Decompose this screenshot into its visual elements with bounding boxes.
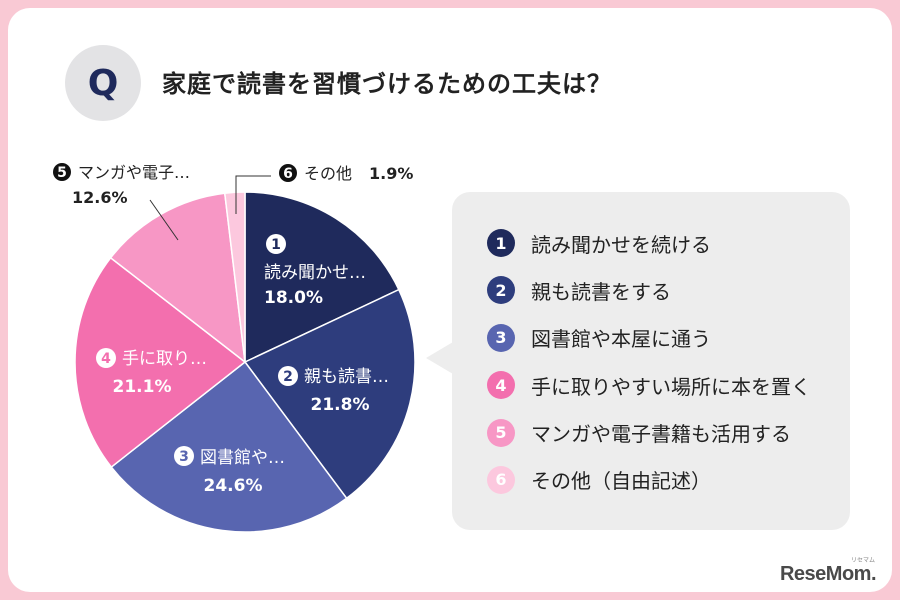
legend-item: 5 マンガや電子書籍も活用する: [487, 418, 811, 448]
legend-label: その他（自由記述）: [531, 469, 711, 494]
legend-item: 4 手に取りやすい場所に本を置く: [487, 370, 811, 400]
legend-label: 図書館や本屋に通う: [531, 327, 711, 352]
slice-label: 親も読書…: [304, 367, 389, 387]
svg-text:6: 6: [283, 166, 293, 182]
svg-text:4: 4: [101, 351, 111, 367]
svg-text:2: 2: [283, 369, 293, 385]
leader-line: [235, 175, 271, 214]
pie-slice-4: [74, 256, 247, 469]
slice-number-badge: 3: [174, 446, 194, 466]
slice-number-badge: 1: [266, 234, 286, 254]
slice-value: 21.8%: [311, 395, 370, 415]
legend-label: 手に取りやすい場所に本を置く: [531, 374, 811, 399]
svg-text:5: 5: [57, 165, 67, 181]
legend-list: 1 読み聞かせを続ける 2 親も読書をする 3 図書館や本屋に通う 4 手に取り…: [487, 228, 811, 512]
slice-value: 18.0%: [264, 288, 323, 308]
legend-item: 3 図書館や本屋に通う: [487, 323, 811, 353]
slice-value: 12.6%: [72, 188, 128, 207]
question-badge-letter: Q: [87, 62, 119, 104]
pie-slice-6: [223, 191, 246, 363]
slice-label: その他: [304, 164, 352, 183]
legend-label: 読み聞かせを続ける: [531, 232, 711, 257]
pie-slice-1: [244, 191, 400, 364]
slice-number-badge: 4: [96, 348, 116, 368]
slice-number-badge: 2: [278, 366, 298, 386]
svg-text:3: 3: [179, 449, 189, 465]
pie-slice-2: [243, 288, 416, 500]
legend-item: 6 その他（自由記述）: [487, 465, 811, 495]
legend-label: 親も読書をする: [531, 279, 671, 304]
brand-sub: リセマム: [850, 557, 875, 564]
brand-logo: ReseMom.: [779, 563, 877, 585]
question-title: 家庭で読書を習慣づけるための工夫は？: [162, 70, 612, 98]
legend-item: 2 親も読書をする: [487, 275, 811, 305]
slice-label: 手に取り…: [122, 349, 207, 369]
pie-slice-3: [110, 360, 348, 533]
slice-value: 1.9%: [369, 164, 413, 183]
legend-number: 1: [487, 229, 515, 257]
svg-text:1: 1: [271, 237, 281, 253]
legend-item: 1 読み聞かせを続ける: [487, 228, 811, 258]
slice-value: 24.6%: [204, 476, 263, 496]
leader-line: [149, 199, 179, 241]
slice-label: 図書館や…: [200, 448, 285, 468]
slice-value: 21.1%: [113, 377, 172, 397]
slice-number-badge: 5: [53, 163, 71, 181]
legend-number: 6: [487, 465, 515, 494]
legend-pointer: [426, 342, 453, 374]
legend-number: 3: [487, 323, 515, 352]
legend-label: マンガや電子書籍も活用する: [531, 422, 791, 447]
slice-label: 読み聞かせ…: [264, 263, 366, 283]
legend-number: 2: [487, 276, 515, 305]
pie-slice-5: [109, 192, 246, 364]
slice-number-badge: 6: [279, 164, 297, 182]
slice-label: マンガや電子…: [78, 163, 190, 182]
legend-number: 5: [487, 418, 515, 447]
legend-number: 4: [487, 371, 515, 400]
legend-panel: [452, 192, 850, 530]
question-badge: Q: [65, 45, 141, 121]
